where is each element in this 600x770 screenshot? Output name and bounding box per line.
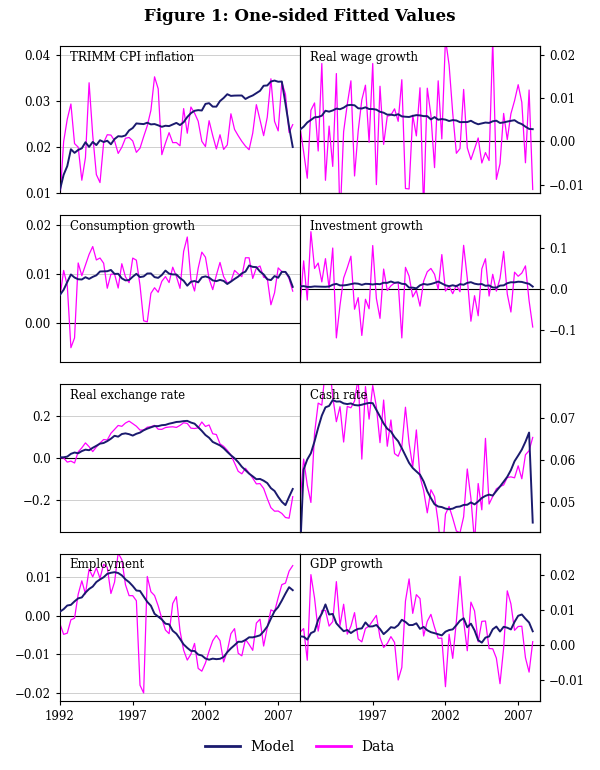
Text: Cash rate: Cash rate [310, 389, 367, 402]
Text: Consumption growth: Consumption growth [70, 219, 194, 233]
Text: Real wage growth: Real wage growth [310, 51, 418, 64]
Text: Employment: Employment [70, 558, 145, 571]
Text: Investment growth: Investment growth [310, 219, 422, 233]
Text: Real exchange rate: Real exchange rate [70, 389, 185, 402]
Text: GDP growth: GDP growth [310, 558, 382, 571]
Text: TRIMM CPI inflation: TRIMM CPI inflation [70, 51, 194, 64]
Text: Figure 1: One-sided Fitted Values: Figure 1: One-sided Fitted Values [144, 8, 456, 25]
Legend: Model, Data: Model, Data [199, 734, 401, 759]
